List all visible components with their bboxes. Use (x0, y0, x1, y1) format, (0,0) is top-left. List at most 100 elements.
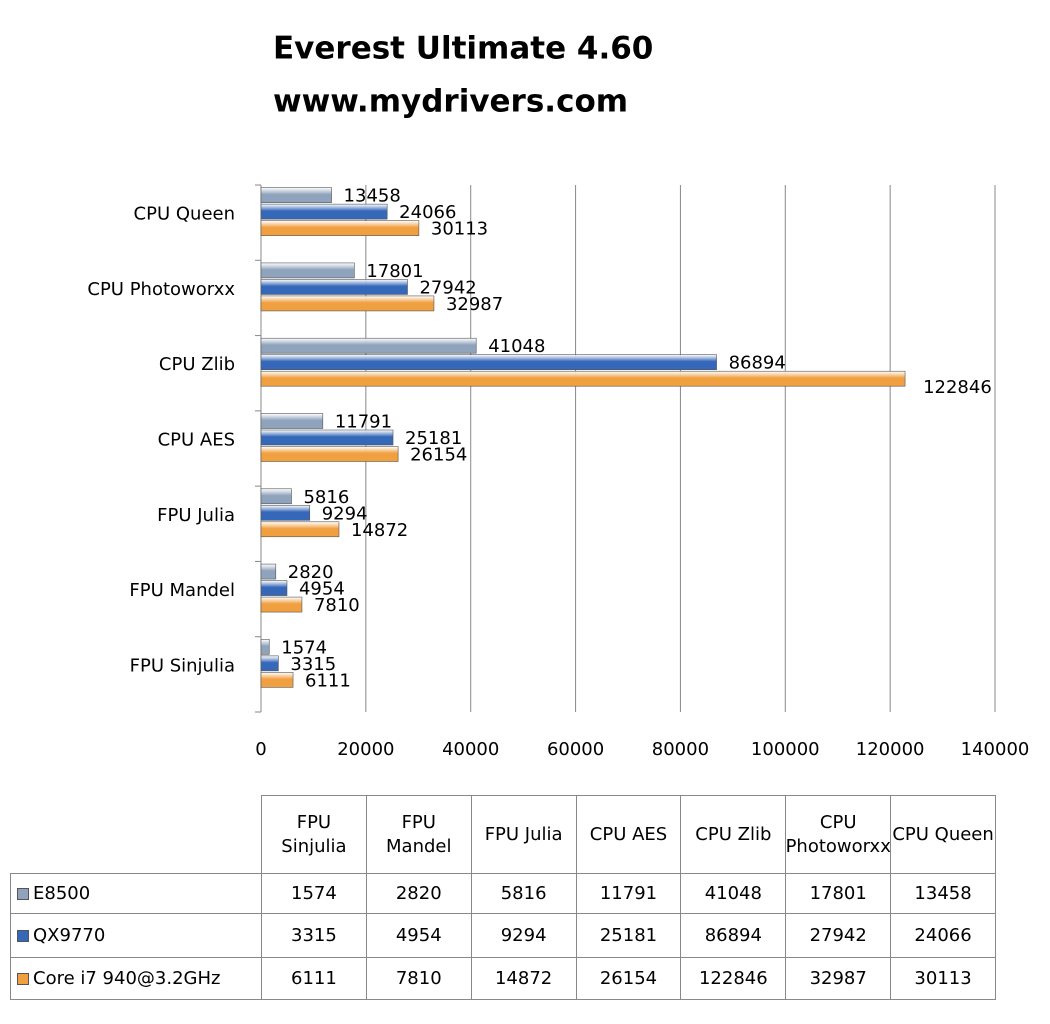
bar (260, 262, 355, 279)
table-value: 9294 (470, 913, 577, 959)
table-value-text: 86894 (704, 925, 762, 946)
chart: Everest Ultimate 4.60 www.mydrivers.com … (87, 31, 1030, 761)
table-value: 4954 (365, 913, 472, 959)
table-value-text: 13458 (914, 883, 972, 904)
table-header: FPU Sinjulia (261, 795, 367, 874)
table-header-text: CPU Queen (892, 823, 994, 845)
table-value-text: 5816 (500, 883, 547, 904)
table-value: 30113 (890, 957, 996, 1000)
bar (260, 413, 324, 429)
table-value-text: 27942 (809, 925, 867, 946)
x-tick-label: 140000 (961, 739, 1030, 760)
data-label: 122846 (923, 377, 992, 398)
table-value: 25181 (575, 913, 682, 959)
table-header: FPU Julia (470, 795, 577, 874)
bar (260, 220, 420, 236)
table-value-text: 41048 (704, 883, 762, 904)
table-value: 26154 (575, 957, 682, 1000)
bar (260, 187, 332, 203)
x-tick-label: 20000 (337, 739, 394, 760)
bar (260, 639, 270, 655)
bar (260, 504, 311, 521)
table-value-text: 26154 (599, 967, 658, 989)
table-value: 32987 (785, 957, 892, 1000)
bar (260, 370, 906, 387)
table-value: 6111 (261, 957, 367, 1000)
data-label: 1574 (281, 637, 327, 658)
table-value-text: 11791 (599, 883, 658, 904)
y-tick-label: CPU AES (158, 430, 235, 451)
table-header: CPU Zlib (680, 795, 787, 874)
data-label: 7810 (314, 595, 360, 616)
data-label: 14872 (351, 520, 408, 541)
table-value-text: 14872 (494, 967, 553, 989)
table-header-text: FPU Julia (484, 823, 563, 845)
table-value: 17801 (785, 873, 892, 915)
legend-key (17, 972, 29, 985)
data-label: 27942 (419, 277, 476, 298)
data-label: 26154 (410, 445, 467, 466)
table-value-text: 122846 (698, 967, 768, 989)
table-header: FPU Mandel (365, 795, 472, 874)
table-value: 7810 (365, 957, 472, 1000)
x-tick-label: 40000 (442, 739, 499, 760)
table-value-text: 1574 (291, 883, 337, 904)
bar (260, 337, 477, 354)
bar (260, 655, 279, 672)
bar (260, 488, 292, 505)
table-value-text: 4954 (395, 925, 442, 946)
data-label: 17801 (366, 261, 423, 282)
data-label: 24066 (399, 202, 456, 223)
table-value: 41048 (680, 873, 787, 915)
data-label: 3315 (290, 654, 336, 675)
table-header-text: FPU Mandel (386, 811, 452, 857)
table-header: CPU Photoworxx (785, 795, 892, 874)
legend-label: Core i7 940@3.2GHz (33, 967, 221, 989)
data-label: 11791 (335, 412, 392, 433)
bar (260, 672, 294, 688)
bar (260, 354, 717, 371)
table-value-text: 3315 (291, 925, 337, 946)
legend-label: E8500 (33, 883, 91, 904)
table-value-text: 30113 (914, 967, 972, 989)
table-value: 1574 (261, 873, 367, 915)
data-label: 13458 (344, 186, 401, 207)
table-value-text: 25181 (599, 925, 658, 946)
table-header-text: CPU Zlib (695, 823, 772, 845)
legend-label: QX9770 (33, 925, 106, 946)
data-label: 25181 (405, 428, 462, 449)
data-label: 5816 (303, 487, 349, 508)
table-value: 5816 (470, 873, 577, 915)
x-tick-label: 120000 (856, 739, 925, 760)
bar (260, 203, 388, 220)
bar (260, 580, 288, 596)
table-value-text: 17801 (809, 883, 867, 904)
chart-subtitle: www.mydrivers.com (273, 84, 628, 120)
table-value-text: 24066 (914, 925, 972, 946)
data-label: 2820 (288, 562, 334, 583)
data-label: 6111 (305, 670, 351, 691)
bar (260, 446, 399, 462)
table-value: 3315 (261, 913, 367, 959)
bar (260, 596, 303, 613)
table-value: 27942 (785, 913, 892, 959)
table-value-text: 9294 (500, 925, 547, 946)
x-tick-label: 0 (255, 739, 266, 760)
x-tick-label: 80000 (652, 739, 709, 760)
y-tick-label: CPU Zlib (159, 354, 235, 375)
y-tick-label: FPU Julia (157, 505, 235, 526)
data-label: 4954 (299, 579, 345, 600)
legend-key (17, 888, 29, 900)
y-tick-label: CPU Queen (134, 204, 235, 225)
table-value: 86894 (680, 913, 787, 959)
table-value-text: 2820 (395, 883, 442, 904)
x-tick-label: 100000 (751, 739, 820, 760)
table-series-label: QX9770 (10, 913, 262, 959)
table-value: 13458 (890, 873, 996, 915)
table-header-text: FPU Sinjulia (281, 811, 347, 857)
bar (260, 279, 408, 295)
data-label: 32987 (446, 294, 503, 315)
table-header: CPU AES (575, 795, 682, 874)
table-value: 24066 (890, 913, 996, 959)
